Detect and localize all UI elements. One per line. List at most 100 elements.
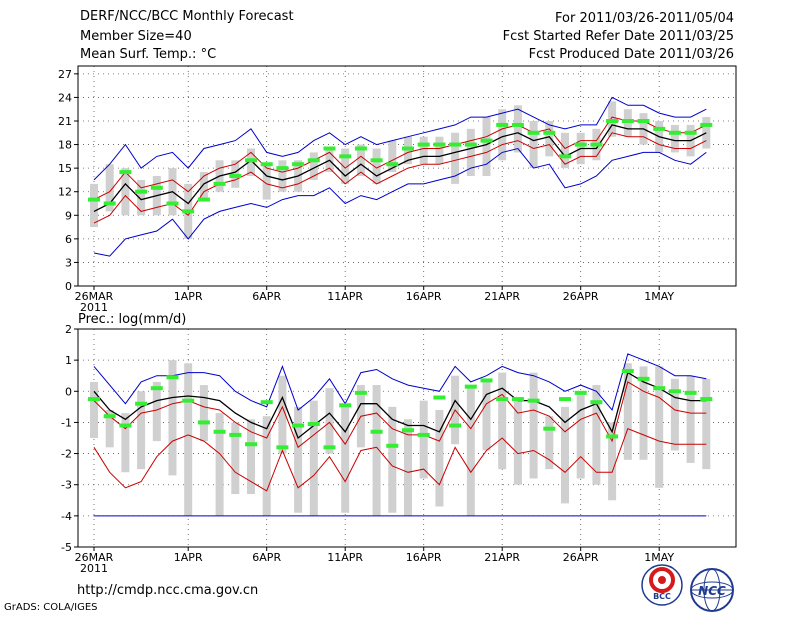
y-tick-label: 24: [58, 91, 72, 104]
climatology-dash-13: [276, 166, 289, 171]
range-bar-30: [545, 416, 554, 470]
series-ensemble-max: [93, 96, 707, 181]
climatology-dash-14: [292, 162, 305, 167]
climatology-dash-2: [103, 201, 116, 206]
range-bar-1: [90, 381, 98, 438]
climatology-dash-30: [543, 426, 556, 431]
y-tick-label: 2: [65, 323, 72, 336]
climatology-dash-16: [323, 146, 336, 151]
x-tick-label: 11APR: [327, 290, 363, 303]
climatology-dash-5: [150, 185, 163, 190]
range-bar-29: [529, 121, 538, 169]
climatology-dash-1: [88, 397, 100, 402]
climatology-dash-3: [119, 170, 132, 175]
range-bar-8: [199, 172, 208, 200]
range-bar-3: [121, 168, 130, 216]
variable-label: Mean Surf. Temp.: °C: [80, 47, 217, 62]
bcc-logo: BCC: [641, 564, 683, 606]
climatology-dash-36: [637, 376, 650, 381]
range-bar-27: [498, 109, 507, 161]
range-bar-30: [545, 121, 554, 157]
climatology-dash-33: [590, 400, 603, 405]
x-tick-year-label: 2011: [80, 562, 108, 575]
range-bar-38: [670, 378, 679, 451]
y-tick-label: 18: [58, 139, 72, 152]
y-tick-label: 21: [58, 115, 72, 128]
climatology-dash-28: [511, 122, 524, 127]
climatology-dash-5: [150, 386, 163, 391]
y-tick-label: 0: [65, 280, 72, 293]
forecast-started: Fcst Started Refer Date 2011/03/25: [502, 29, 734, 44]
x-tick-label: 6APR: [252, 290, 281, 303]
series-ensemble-mean: [93, 371, 707, 440]
climatology-dash-37: [653, 386, 666, 391]
range-bar-5: [152, 381, 161, 442]
range-bar-31: [561, 132, 569, 169]
climatology-dash-18: [354, 390, 367, 395]
climatology-dash-26: [480, 378, 493, 383]
climatology-dash-20: [386, 443, 399, 448]
range-bar-12: [262, 416, 271, 516]
range-bar-7: [184, 363, 193, 516]
range-bar-16: [325, 388, 334, 454]
range-bar-17: [341, 406, 350, 513]
climatology-dash-31: [559, 154, 571, 159]
range-bar-39: [686, 375, 695, 463]
range-bar-38: [670, 124, 679, 153]
y-tick-label: 15: [58, 162, 72, 175]
y-tick-label: 3: [65, 256, 72, 269]
range-bar-6: [168, 360, 177, 476]
climatology-dash-34: [606, 434, 619, 439]
range-bar-24: [451, 132, 460, 184]
range-bar-23: [435, 136, 444, 165]
series-lower-spread: [93, 428, 707, 492]
climatology-dash-6: [166, 375, 179, 380]
x-tick-label: 16APR: [406, 551, 442, 564]
climatology-dash-11: [245, 442, 257, 447]
range-bar-40: [702, 117, 711, 149]
source-url[interactable]: http://cmdp.ncc.cma.gov.cn: [77, 583, 259, 598]
climatology-dash-22: [417, 142, 430, 147]
series-lower-spread: [93, 132, 707, 224]
climatology-dash-34: [606, 119, 619, 123]
climatology-dash-40: [700, 122, 713, 127]
y-tick-label: 27: [58, 68, 72, 81]
climatology-dash-10: [229, 174, 242, 178]
range-bar-20: [388, 406, 397, 513]
y-tick-label: 9: [65, 209, 72, 222]
y-tick-label: -2: [61, 448, 72, 461]
x-tick-label: 26MAR: [75, 551, 114, 564]
climatology-dash-16: [323, 445, 336, 450]
y-tick-label: -4: [61, 510, 72, 523]
climatology-dash-24: [449, 423, 462, 428]
range-bar-2: [105, 409, 114, 448]
climatology-dash-38: [668, 389, 681, 394]
y-tick-label: -5: [61, 541, 72, 554]
bcc-logo-text: BCC: [653, 592, 671, 601]
climatology-dash-36: [637, 119, 650, 123]
climatology-dash-21: [402, 146, 414, 151]
climatology-dash-7: [182, 209, 195, 214]
climatology-dash-29: [527, 398, 540, 403]
x-tick-label: 26APR: [563, 551, 599, 564]
range-bar-23: [435, 409, 444, 507]
climatology-dash-9: [213, 429, 226, 434]
range-bar-22: [419, 136, 428, 165]
x-tick-label: 1APR: [174, 551, 203, 564]
plot-frame: [77, 328, 737, 548]
x-tick-label: 6APR: [252, 551, 281, 564]
climatology-dash-12: [260, 162, 273, 167]
forecast-period: For 2011/03/26-2011/05/04: [555, 11, 734, 26]
range-bar-26: [482, 381, 491, 451]
climatology-dash-31: [559, 397, 571, 402]
range-bar-21: [404, 419, 412, 516]
climatology-dash-3: [119, 423, 132, 428]
climatology-dash-17: [339, 403, 352, 408]
climatology-dash-17: [339, 154, 352, 159]
range-bar-11: [247, 419, 255, 495]
y-tick-label: 6: [65, 233, 72, 246]
climatology-dash-39: [684, 130, 697, 135]
range-bar-20: [388, 140, 397, 173]
